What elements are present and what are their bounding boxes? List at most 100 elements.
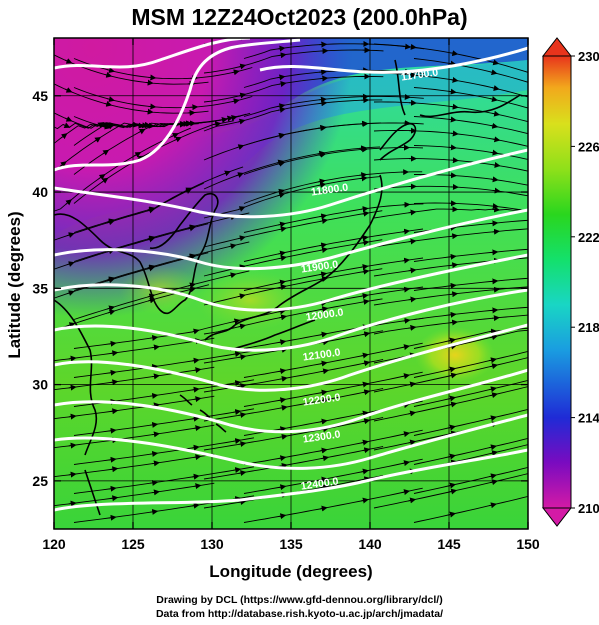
lat-lon-grid — [54, 38, 528, 529]
streamline — [413, 409, 528, 436]
wind-arrow — [238, 323, 247, 330]
streamline — [203, 99, 383, 132]
wind-arrow — [492, 206, 501, 213]
wind-arrow — [102, 123, 111, 130]
wind-arrow — [67, 322, 76, 328]
wind-arrow — [237, 118, 246, 125]
wind-arrow — [362, 418, 371, 425]
streamline — [373, 314, 528, 335]
wind-arrow — [277, 106, 286, 113]
streamline — [54, 482, 215, 507]
wind-arrow — [318, 124, 327, 131]
wind-arrow — [402, 373, 411, 380]
streamline — [243, 429, 423, 465]
wind-arrow — [532, 186, 539, 187]
wind-arrow — [278, 513, 287, 520]
streamline — [73, 115, 241, 175]
streamline — [373, 158, 528, 172]
wind-arrow — [104, 100, 113, 107]
wind-arrow — [448, 311, 457, 318]
wind-arrow — [360, 497, 369, 504]
wind-arrow — [490, 96, 498, 102]
wind-arrow — [490, 392, 499, 399]
wind-arrow — [278, 52, 287, 59]
wind-arrow — [408, 439, 417, 446]
colorbar-tick-label: 210 — [578, 501, 599, 516]
wind-arrow — [572, 171, 579, 173]
wind-arrow — [278, 221, 287, 228]
wind-arrow — [490, 363, 499, 370]
wind-arrow — [60, 133, 68, 140]
wind-arrow — [402, 344, 411, 351]
streamline — [54, 337, 215, 362]
wind-arrow — [320, 306, 329, 313]
wind-arrow — [492, 162, 501, 168]
wind-arrow — [450, 50, 459, 57]
wind-arrow — [68, 442, 77, 449]
wind-arrow — [66, 290, 75, 296]
contour-label: 12400.0 — [300, 475, 339, 492]
wind-arrow — [147, 293, 156, 300]
streamline — [413, 438, 528, 465]
wind-arrow — [238, 499, 247, 505]
wind-arrow — [68, 413, 77, 420]
wind-arrow — [361, 239, 370, 246]
y-axis-ticks: 25 30 35 40 45 — [32, 88, 528, 489]
streamline — [373, 130, 528, 147]
wind-arrow — [97, 122, 105, 128]
wind-arrow — [148, 103, 157, 110]
x-tick-label: 150 — [516, 536, 540, 552]
streamline — [413, 380, 528, 407]
wind-arrow — [277, 188, 285, 195]
streamline — [203, 446, 384, 480]
wind-arrow — [131, 121, 140, 128]
wind-arrow — [191, 357, 200, 364]
wind-arrow — [402, 228, 411, 235]
wind-arrow — [277, 192, 286, 199]
wind-arrow — [361, 268, 370, 275]
wind-arrow — [187, 225, 196, 232]
wind-arrow — [238, 63, 247, 70]
wind-arrow — [321, 339, 330, 346]
streamline — [73, 408, 255, 436]
streamline — [203, 146, 381, 190]
streamline — [73, 437, 255, 465]
wind-arrow — [531, 109, 538, 111]
colorbar-max-arrow — [541, 37, 573, 57]
wind-arrow — [531, 355, 538, 357]
wind-arrow — [317, 150, 326, 157]
wind-arrow — [362, 447, 371, 454]
colorbar-min-arrow — [541, 507, 573, 527]
wind-arrow — [360, 146, 369, 153]
wind-arrow — [448, 337, 457, 344]
wind-arrow — [408, 267, 417, 274]
wind-arrow — [320, 247, 329, 253]
wind-arrow — [148, 74, 157, 81]
wind-arrow — [108, 456, 117, 463]
contour-label: 11700.0 — [400, 66, 439, 83]
wind-arrow — [492, 187, 501, 194]
wind-arrow — [490, 307, 499, 314]
wind-arrow — [108, 340, 117, 347]
wind-arrow — [238, 354, 247, 360]
wind-arrow — [233, 409, 242, 415]
colorbar-tick-label: 218 — [578, 320, 599, 335]
wind-arrow — [319, 476, 328, 483]
wind-arrow — [277, 103, 286, 110]
contour-labels: 11700.0 11800.0 11900.0 12000.0 12100.0 12200… — [300, 66, 439, 492]
wind-arrow — [530, 83, 537, 85]
wind-arrow — [490, 278, 499, 285]
wind-arrow — [360, 264, 369, 270]
wind-arrow — [278, 484, 287, 491]
wind-arrow — [533, 123, 540, 125]
x-tick-label: 125 — [121, 536, 145, 552]
wind-arrow — [491, 59, 500, 66]
streamline — [243, 317, 424, 349]
contour-label: 12300.0 — [302, 428, 341, 445]
wind-arrow — [237, 293, 246, 300]
wind-arrow — [108, 514, 117, 521]
wind-arrow — [491, 315, 500, 322]
wind-arrow — [490, 249, 499, 256]
contour-label: 12000.0 — [305, 306, 344, 323]
